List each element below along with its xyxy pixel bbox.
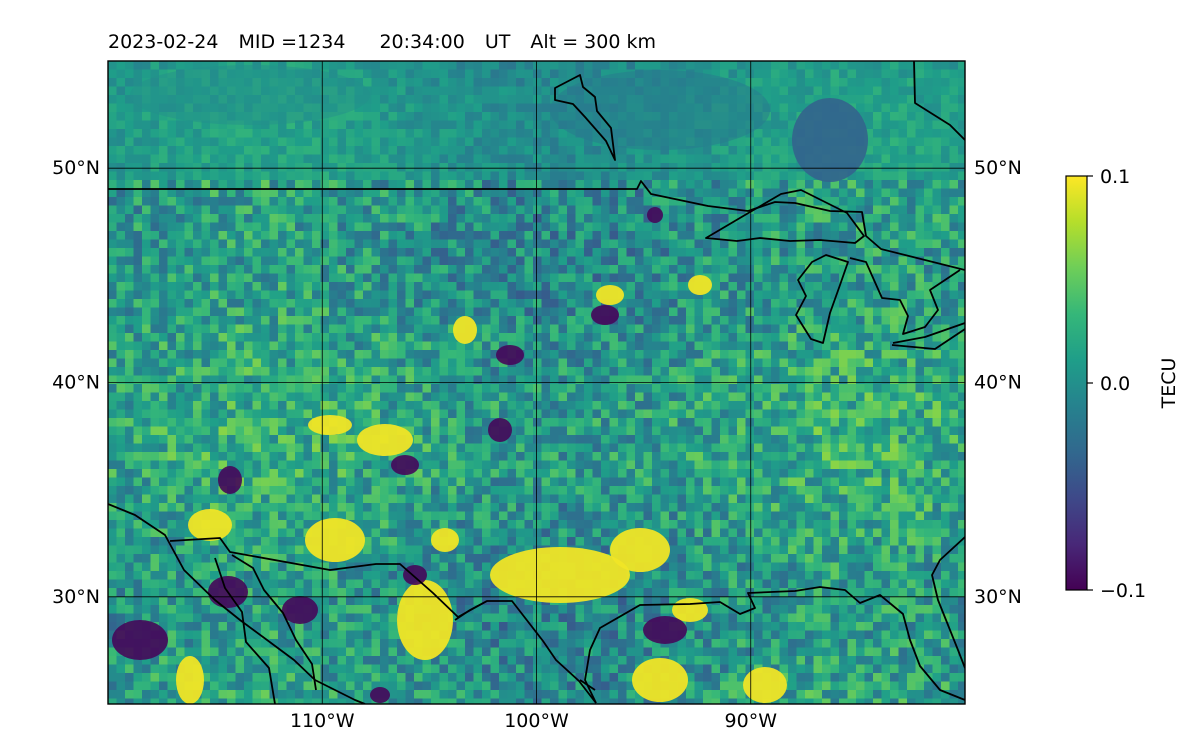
colorbar-label: TECU — [1158, 358, 1180, 410]
colorbar: 0.1 0.0 −0.1 TECU — [1066, 166, 1180, 602]
title-alt: Alt = 300 km — [530, 31, 656, 53]
lon-tick-label: 100°W — [504, 710, 569, 732]
colorbar-tick-label: 0.0 — [1100, 373, 1130, 395]
lat-tick-label-left: 40°N — [52, 372, 100, 394]
colorbar-gradient — [1066, 176, 1087, 590]
lat-tick-label-left: 50°N — [52, 157, 100, 179]
colorbar-tick-label: 0.1 — [1100, 166, 1130, 188]
map-title: 2023-02-24 MID =1234 20:34:00 UT Alt = 3… — [108, 31, 656, 53]
lat-tick-label-right: 40°N — [974, 372, 1022, 394]
lon-tick-label: 90°W — [725, 710, 778, 732]
lat-tick-label-right: 30°N — [974, 586, 1022, 608]
colorbar-tick-label: −0.1 — [1100, 580, 1146, 602]
title-date: 2023-02-24 — [108, 31, 218, 53]
title-time: 20:34:00 — [379, 31, 464, 53]
colorbar-ticks: 0.1 0.0 −0.1 — [1087, 166, 1146, 602]
title-ut: UT — [485, 31, 511, 53]
lon-tick-label: 110°W — [290, 710, 355, 732]
latitude-labels-left: 50°N 40°N 30°N — [52, 157, 100, 608]
lat-tick-label-left: 30°N — [52, 586, 100, 608]
title-mid: MID =1234 — [238, 31, 345, 53]
latitude-labels-right: 50°N 40°N 30°N — [974, 157, 1022, 608]
longitude-labels: 110°W 100°W 90°W — [290, 710, 777, 732]
lat-tick-label-right: 50°N — [974, 157, 1022, 179]
map-area — [108, 61, 967, 708]
